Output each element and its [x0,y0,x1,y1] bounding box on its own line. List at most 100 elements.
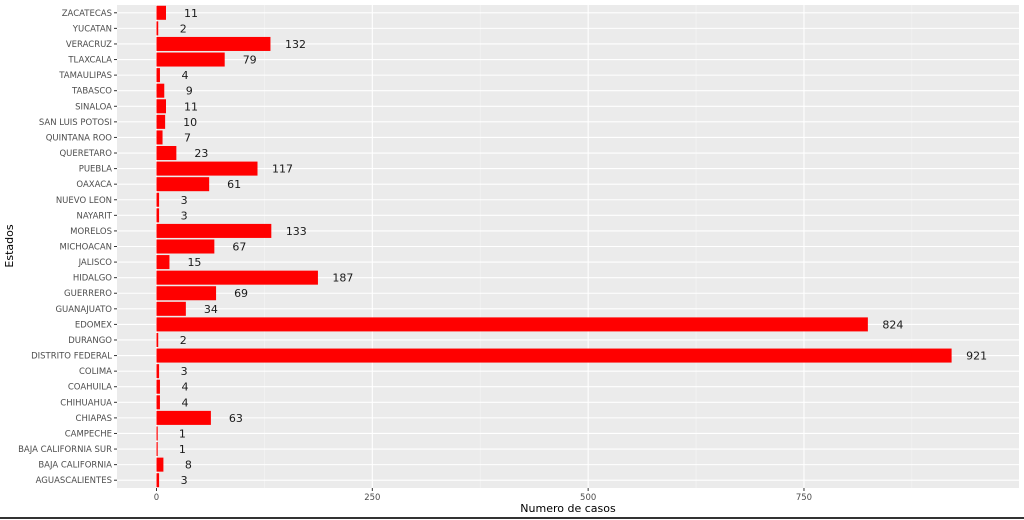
data-label: 61 [227,178,241,191]
y-tick-label: MORELOS [70,227,112,237]
y-tick-label: GUANAJUATO [55,305,112,315]
x-axis-title: Numero de casos [520,502,616,515]
bar [156,379,160,394]
bar [156,208,160,223]
data-label: 3 [181,365,188,378]
bar [156,426,158,441]
data-label: 117 [272,163,293,176]
major-gridlines [117,5,1019,488]
data-label: 4 [181,69,188,82]
bar [156,68,160,83]
y-axis-ticks: ZACATECAS YUCATAN VERACRUZ TLAXCALA TAMAULIP… [18,9,117,486]
bars-group [156,5,952,488]
y-tick-label: TLAXCALA [67,56,112,66]
bar [156,223,272,238]
bar [156,130,163,145]
y-tick-label: EDOMEX [75,320,112,330]
y-tick-label: JALISCO [78,258,113,268]
data-label: 921 [966,350,987,363]
y-tick-label: DISTRITO FEDERAL [31,352,112,362]
data-label: 79 [243,54,257,67]
data-label: 3 [181,474,188,487]
y-tick-label: COAHUILA [68,383,112,393]
bar [156,21,159,36]
bar [156,161,258,176]
data-label: 63 [229,412,243,425]
data-label: 8 [185,459,192,472]
data-label: 3 [181,209,188,222]
y-tick-label: BAJA CALIFORNIA [38,461,112,471]
x-tick-label: 0 [154,493,159,503]
data-label: 133 [286,225,307,238]
y-axis-title: Estados [3,224,16,267]
data-label: 4 [181,396,188,409]
bar [156,83,165,98]
data-label: 11 [184,7,198,20]
data-label: 4 [181,381,188,394]
bar [156,146,177,161]
data-label: 15 [187,256,201,269]
y-tick-label: CHIAPAS [76,414,112,424]
y-tick-label: NUEVO LEON [56,196,112,206]
y-tick-label: HIDALGO [73,274,112,284]
data-label: 67 [232,241,246,254]
y-tick-label: COLIMA [79,367,112,377]
bar [156,36,271,51]
data-label: 2 [180,22,187,35]
x-axis-ticks: 0 250 500 750 [154,488,812,503]
y-tick-label: YUCATAN [72,24,112,34]
data-label: 9 [186,85,193,98]
data-label: 132 [285,38,306,51]
y-tick-label: GUERRERO [64,289,112,299]
data-label: 3 [181,194,188,207]
bar [156,442,158,457]
data-label: 7 [184,131,191,144]
data-label: 1 [179,443,186,456]
y-tick-label: TABASCO [71,87,112,97]
bar [156,192,160,207]
data-label: 69 [234,287,248,300]
data-label: 2 [180,334,187,347]
y-tick-label: NAYARIT [77,211,113,221]
bar [156,473,160,488]
bar [156,317,868,332]
data-labels-group: 1121327949111072311761331336715187693482… [179,7,987,487]
bar [156,270,318,285]
bar [156,114,166,129]
x-tick-label: 500 [580,493,596,503]
bar [156,457,164,472]
data-label: 11 [184,100,198,113]
bar [156,99,166,114]
data-label: 23 [194,147,208,160]
y-tick-label: VERACRUZ [66,40,112,50]
bar [156,5,166,20]
x-tick-label: 250 [364,493,380,503]
y-tick-label: ZACATECAS [62,9,112,19]
y-tick-label: SAN LUIS POTOSI [39,118,112,128]
data-label: 10 [183,116,197,129]
bar [156,332,159,347]
data-label: 1 [179,427,186,440]
y-tick-label: MICHOACAN [60,243,112,253]
y-tick-label: CHIHUAHUA [60,398,112,408]
data-label: 187 [332,272,353,285]
x-tick-label: 750 [796,493,812,503]
bar [156,410,211,425]
y-tick-label: QUERETARO [59,149,112,159]
y-tick-label: PUEBLA [79,165,112,175]
data-label: 824 [882,318,903,331]
bar [156,395,160,410]
y-tick-label: OAXACA [76,180,112,190]
y-tick-label: CAMPECHE [65,429,112,439]
y-tick-label: BAJA CALIFORNIA SUR [18,445,112,455]
bar [156,177,210,192]
bar [156,348,952,363]
bar [156,364,160,379]
y-tick-label: SINALOA [75,102,112,112]
bar [156,286,217,301]
y-tick-label: QUINTANA ROO [46,133,113,143]
y-tick-label: DURANGO [68,336,112,346]
bar [156,239,215,254]
bar [156,255,170,270]
